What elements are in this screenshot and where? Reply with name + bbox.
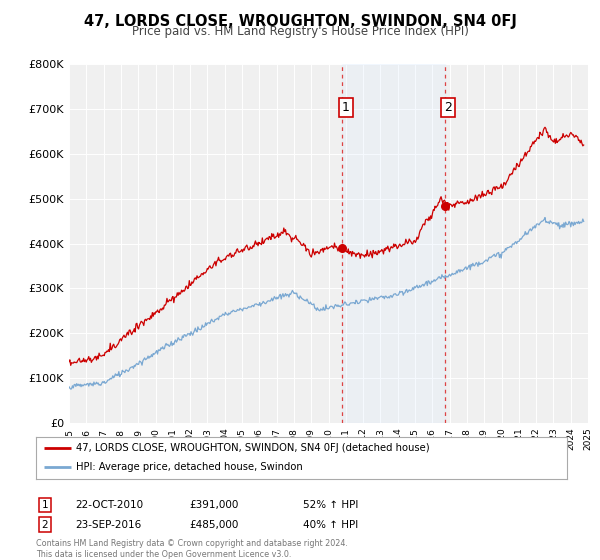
Text: Contains HM Land Registry data © Crown copyright and database right 2024.
This d: Contains HM Land Registry data © Crown c… bbox=[36, 539, 348, 559]
Text: 22-OCT-2010: 22-OCT-2010 bbox=[75, 500, 143, 510]
Text: 40% ↑ HPI: 40% ↑ HPI bbox=[303, 520, 358, 530]
Text: £485,000: £485,000 bbox=[189, 520, 238, 530]
Point bbox=[338, 243, 347, 252]
Text: 52% ↑ HPI: 52% ↑ HPI bbox=[303, 500, 358, 510]
Text: 1: 1 bbox=[41, 500, 49, 510]
Text: 1: 1 bbox=[342, 101, 350, 114]
Text: HPI: Average price, detached house, Swindon: HPI: Average price, detached house, Swin… bbox=[76, 463, 302, 473]
Text: 2: 2 bbox=[41, 520, 49, 530]
Text: 2: 2 bbox=[445, 101, 452, 114]
Text: 47, LORDS CLOSE, WROUGHTON, SWINDON, SN4 0FJ: 47, LORDS CLOSE, WROUGHTON, SWINDON, SN4… bbox=[83, 14, 517, 29]
Text: £391,000: £391,000 bbox=[189, 500, 238, 510]
Text: 47, LORDS CLOSE, WROUGHTON, SWINDON, SN4 0FJ (detached house): 47, LORDS CLOSE, WROUGHTON, SWINDON, SN4… bbox=[76, 443, 430, 453]
Bar bbox=[343, 64, 445, 423]
Text: Price paid vs. HM Land Registry's House Price Index (HPI): Price paid vs. HM Land Registry's House … bbox=[131, 25, 469, 38]
Point bbox=[440, 201, 450, 210]
Text: 23-SEP-2016: 23-SEP-2016 bbox=[75, 520, 141, 530]
